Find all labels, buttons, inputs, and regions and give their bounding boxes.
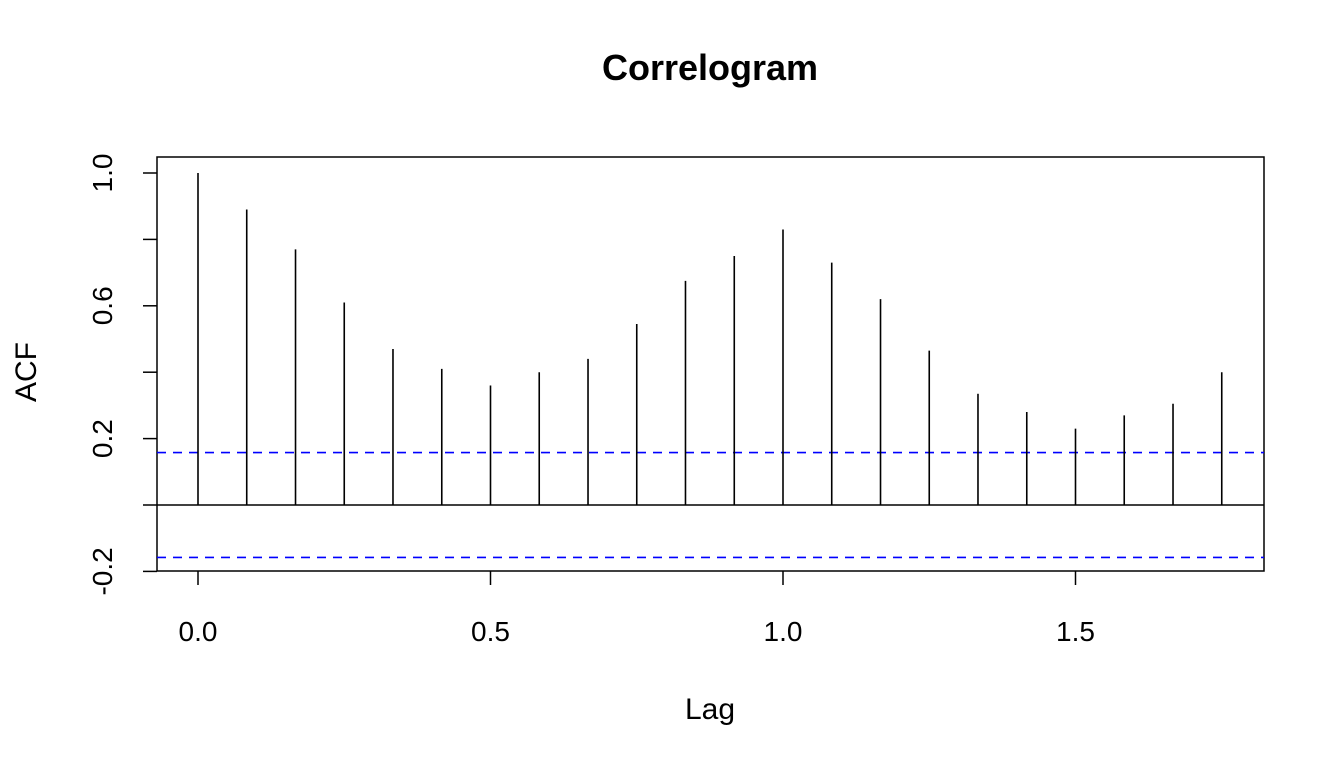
chart-title: Correlogram	[602, 47, 818, 88]
x-axis-label: Lag	[685, 693, 735, 726]
x-tick-label: 0.0	[179, 616, 218, 647]
y-tick-label: -0.2	[87, 547, 118, 595]
plot-area	[157, 173, 1264, 559]
y-axis-label: ACF	[10, 342, 43, 402]
y-tick-label: 0.2	[87, 419, 118, 458]
x-tick-label: 1.0	[764, 616, 803, 647]
x-tick-label: 1.5	[1056, 616, 1095, 647]
plot-frame	[156, 156, 1265, 572]
y-tick-label: 1.0	[87, 154, 118, 193]
y-tick-label: 0.6	[87, 286, 118, 325]
x-tick-label: 0.5	[471, 616, 510, 647]
